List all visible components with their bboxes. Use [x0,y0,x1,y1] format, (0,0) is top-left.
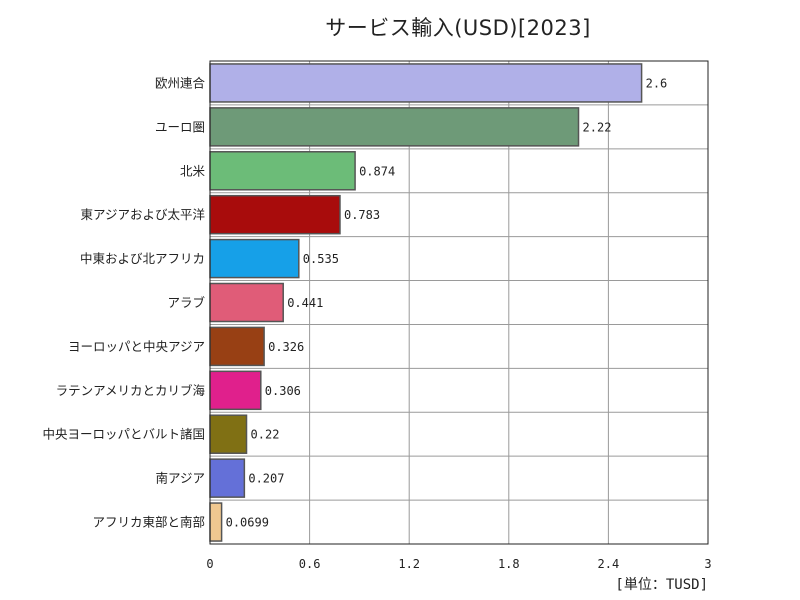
value-label: 0.0699 [226,516,269,530]
bar [209,458,246,498]
bars [209,63,643,542]
bar [209,370,262,411]
category-label: 中央ヨーロッパとバルト諸国 [42,427,205,442]
value-label: 0.207 [248,472,284,486]
category-label: ユーロ圏 [155,119,205,134]
bar [209,194,341,235]
category-label: ラテンアメリカとカリブ海 [56,383,206,398]
bar [209,107,580,147]
x-tick-label: 3 [704,557,711,571]
value-label: 0.306 [265,384,301,398]
value-label: 2.22 [583,120,612,134]
bar [209,326,265,367]
value-label: 0.22 [251,428,280,442]
chart-title: サービス輸入(USD)[2023] [325,16,591,40]
value-labels: 2.6 2.22 0.874 0.783 0.535 0.441 0.326 0.306 0.2… [226,76,668,529]
x-tick-label: 2.4 [598,557,620,571]
x-axis-ticks: 0 0.6 1.2 1.8 2.4 3 [206,557,711,571]
category-label: アラブ [167,295,205,310]
bar [209,63,643,103]
value-label: 0.783 [344,208,380,222]
x-tick-label: 1.8 [498,557,520,571]
category-label: アフリカ東部と南部 [92,515,205,530]
unit-label: [単位：TUSD] [615,577,708,593]
category-label: 欧州連合 [155,75,206,90]
plot-area-frame [209,60,709,545]
x-tick-label: 0.6 [299,557,321,571]
category-label: 中東および北アフリカ [80,251,205,266]
category-label: ヨーロッパと中央アジア [68,339,205,354]
grid-lines [210,61,708,544]
value-label: 0.874 [359,164,395,178]
value-label: 0.441 [287,296,323,310]
category-label: 東アジアおよび太平洋 [80,207,205,222]
value-label: 2.6 [646,76,668,90]
category-labels: 欧州連合ユーロ圏北米東アジアおよび太平洋中東および北アフリカアラブヨーロッパと中… [42,75,205,529]
category-label: 南アジア [155,471,205,486]
bar [209,502,223,542]
bar [209,238,300,279]
bar [209,282,284,323]
x-tick-label: 0 [206,557,213,571]
category-label: 北米 [180,163,206,178]
x-tick-label: 1.2 [398,557,420,571]
value-label: 0.326 [268,340,304,354]
bar [209,414,248,454]
bar [209,151,356,191]
value-label: 0.535 [303,252,339,266]
